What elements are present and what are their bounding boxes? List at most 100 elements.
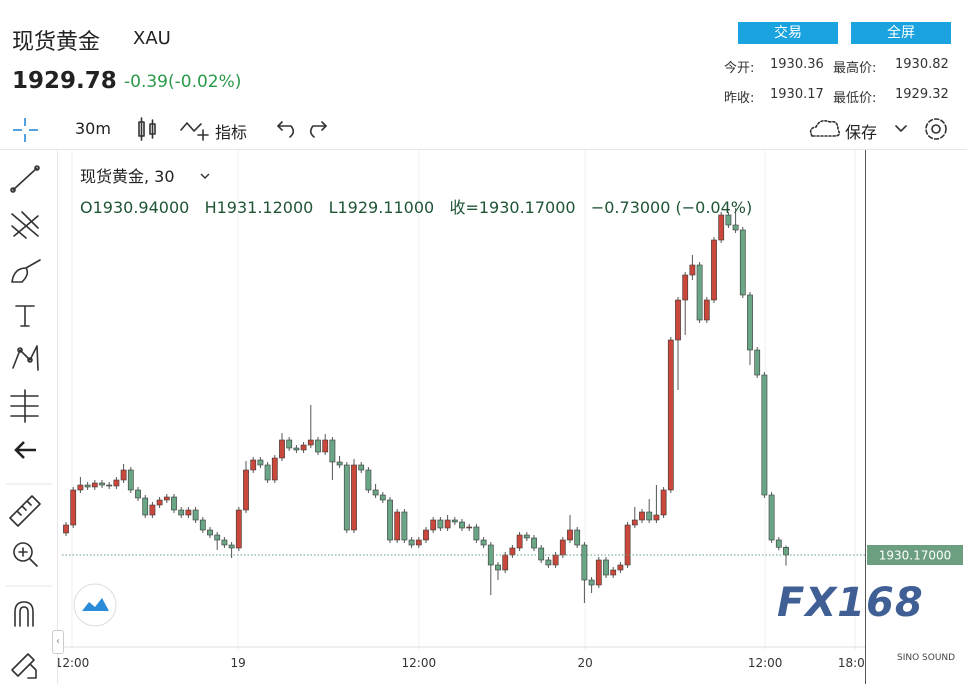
last-price: 1929.78 bbox=[12, 68, 117, 94]
candle-body bbox=[343, 464, 350, 531]
legend-open: O1930.94000 bbox=[80, 198, 190, 217]
lock-tool[interactable] bbox=[11, 653, 37, 679]
candle-body bbox=[639, 511, 645, 521]
crosshair-tool[interactable] bbox=[13, 118, 38, 142]
candle-body bbox=[624, 524, 631, 566]
candle-type-button[interactable] bbox=[138, 117, 156, 141]
stat-value: 1930.17 bbox=[770, 87, 824, 102]
legend-chevron[interactable] bbox=[200, 173, 210, 179]
indicators-button[interactable]: 指标 bbox=[215, 123, 248, 142]
interval-button[interactable]: 30m bbox=[75, 119, 111, 138]
candle-body bbox=[430, 519, 437, 531]
candle-body bbox=[603, 559, 609, 576]
candle-body bbox=[300, 444, 307, 451]
toolbar-icons bbox=[13, 117, 947, 142]
pattern-tool[interactable] bbox=[12, 345, 39, 371]
trend-line-tool[interactable] bbox=[10, 165, 40, 193]
app-logo[interactable] bbox=[70, 580, 120, 630]
brush-tool[interactable] bbox=[11, 259, 41, 283]
candle-body bbox=[199, 519, 206, 531]
candle-body bbox=[171, 496, 177, 511]
candle-body bbox=[156, 499, 163, 506]
candle-body bbox=[631, 519, 638, 526]
x-tick-label: 19 bbox=[230, 656, 245, 670]
candle-body bbox=[495, 564, 501, 571]
indicator-icon[interactable] bbox=[180, 122, 209, 141]
candle-body bbox=[358, 464, 365, 471]
pitchfork-tool[interactable] bbox=[11, 211, 39, 239]
candle-body bbox=[120, 469, 127, 481]
candle-body bbox=[610, 569, 617, 576]
last-price-label: 1930.17000 bbox=[879, 549, 952, 563]
candle-body bbox=[509, 547, 516, 556]
redo-button[interactable] bbox=[309, 121, 327, 138]
instrument-name: 现货黄金 bbox=[12, 30, 101, 55]
candle-body bbox=[84, 484, 91, 488]
x-tick-label: 12:00 bbox=[402, 656, 437, 670]
candle-body bbox=[660, 489, 667, 516]
candle-body bbox=[682, 274, 689, 301]
stat-label: 昨收: bbox=[724, 91, 755, 106]
badge-text: SINO SOUND bbox=[897, 653, 956, 663]
candle-body bbox=[408, 539, 415, 546]
collapse-toggle[interactable]: ‹ bbox=[52, 630, 64, 654]
save-menu-chevron[interactable] bbox=[895, 125, 907, 132]
ruler-tool[interactable] bbox=[9, 495, 41, 527]
candle-body bbox=[703, 299, 710, 321]
settings-button[interactable] bbox=[925, 118, 947, 140]
candle-body bbox=[106, 484, 113, 487]
fullscreen-button[interactable]: 全屏 bbox=[851, 22, 951, 44]
candle-body bbox=[516, 534, 523, 549]
candle-body bbox=[127, 469, 134, 491]
candle-body bbox=[271, 457, 278, 481]
x-tick-label: 12:00 bbox=[58, 656, 89, 670]
ohlc-legend: O1930.94000 H1931.12000 L1929.11000 收=19… bbox=[80, 194, 752, 218]
candle-body bbox=[401, 511, 408, 541]
stat-value: 1930.36 bbox=[770, 57, 824, 72]
candle-body bbox=[538, 547, 545, 561]
candle-body bbox=[307, 439, 314, 446]
hide-tools-button[interactable] bbox=[14, 441, 36, 459]
candle-body bbox=[178, 509, 185, 516]
undo-button[interactable] bbox=[277, 121, 295, 138]
candle-body bbox=[293, 447, 300, 451]
candle-body bbox=[545, 559, 552, 566]
candle-body bbox=[423, 529, 429, 541]
trade-button[interactable]: 交易 bbox=[738, 22, 838, 44]
candle-body bbox=[214, 534, 221, 541]
candle-body bbox=[394, 511, 401, 541]
candle-body bbox=[689, 264, 696, 276]
candle-body bbox=[437, 519, 444, 529]
zoom-tool[interactable] bbox=[13, 542, 38, 567]
candle-body bbox=[351, 464, 357, 531]
candle-body bbox=[754, 349, 761, 376]
candle-body bbox=[667, 339, 674, 491]
candle-body bbox=[451, 519, 458, 523]
candle-body bbox=[235, 509, 242, 549]
watermark: FX168 bbox=[777, 580, 924, 626]
candle-body bbox=[336, 461, 343, 466]
candle-body bbox=[257, 459, 264, 466]
candle-body bbox=[372, 489, 379, 496]
measure-tool[interactable] bbox=[10, 389, 39, 423]
price-chart: 现货黄金, 30 12:00 19 12:00 20 12:00 18:00 1930.17… bbox=[58, 150, 967, 684]
candle-body bbox=[711, 239, 717, 301]
candle-body bbox=[466, 526, 473, 529]
save-button[interactable]: 保存 bbox=[845, 123, 878, 142]
text-tool[interactable] bbox=[15, 305, 35, 327]
last-price-tag bbox=[867, 545, 963, 565]
candle-body bbox=[70, 489, 77, 526]
x-tick-label: 12:00 bbox=[748, 656, 783, 670]
legend-title: 现货黄金, 30 bbox=[80, 167, 175, 186]
candle-body bbox=[696, 264, 703, 321]
candle-body bbox=[768, 494, 775, 541]
candle-body bbox=[207, 529, 213, 536]
candle-body bbox=[552, 554, 559, 566]
candle-body bbox=[329, 439, 336, 463]
stat-value: 1930.82 bbox=[895, 57, 949, 72]
candle-body bbox=[559, 539, 566, 556]
candle-body bbox=[192, 509, 199, 521]
candle-body bbox=[574, 529, 581, 546]
magnet-tool[interactable] bbox=[14, 601, 34, 627]
